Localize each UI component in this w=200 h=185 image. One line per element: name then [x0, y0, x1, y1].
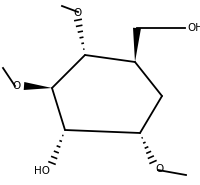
Text: O: O [13, 81, 21, 91]
Polygon shape [132, 28, 140, 62]
Text: O: O [74, 8, 82, 18]
Polygon shape [24, 82, 52, 90]
Text: O: O [154, 164, 162, 174]
Text: OH: OH [186, 23, 200, 33]
Text: HO: HO [34, 166, 50, 176]
